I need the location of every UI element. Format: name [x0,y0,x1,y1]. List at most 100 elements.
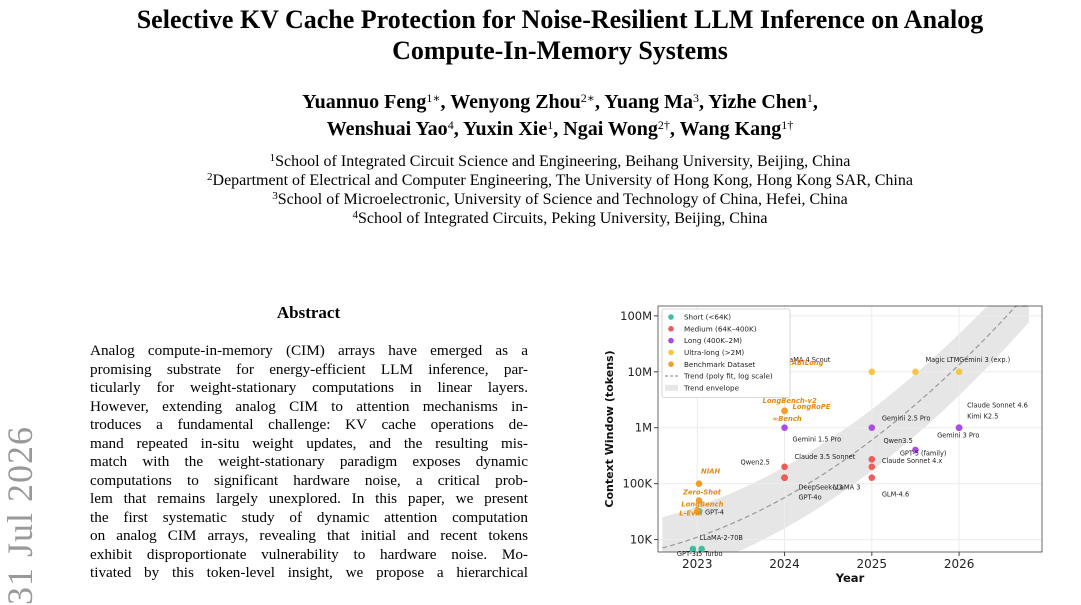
benchmark-label: Zero-Shot [682,488,722,496]
abstract-line: computations to significant hardware noi… [90,471,528,489]
legend-swatch [665,384,678,391]
benchmark-point [781,407,788,415]
author-mark: 4 [447,118,454,132]
abstract-line: the first systematic study of dynamic at… [90,508,528,526]
author-name: Wenyong Zhou [450,91,581,113]
abstract-line: on analog CIM arrays, revealing that ini… [90,527,528,544]
affiliation: 1School of Integrated Circuit Science an… [269,152,851,170]
y-tick-label: 100M [620,309,652,323]
benchmark-label: LongBench-v2 [763,397,817,405]
x-tick-label: 2024 [769,557,800,571]
model-label: Magic LTM [925,356,959,364]
author-line: Yuannuo Feng1∗, Wenyong Zhou2∗, Yuang Ma… [302,91,818,113]
model-label: GPT-4o [799,494,822,502]
model-label: GPT-5 (family) [900,449,947,457]
benchmark-label: NIAH [701,468,720,476]
x-tick-label: 2025 [857,557,888,571]
model-point [955,424,963,432]
author-mark: 1 [806,91,813,105]
model-label: DeepSeek-V3 [799,484,843,492]
benchmark-label: ∞Bench [773,415,802,423]
model-point [912,368,919,376]
model-point [868,424,876,432]
trend-envelope [662,306,1029,552]
legend-swatch [668,337,674,344]
context-window-chart: 2023 2024 2025 2026 10K 100K 1M 10M 100M Year Cont… [603,305,1043,585]
y-tick-label: 10M [627,365,652,379]
abstract-line: Analog compute-in-memory (CIM) arrays ha… [90,342,528,359]
y-axis-label: Context Window (tokens) [603,350,616,507]
model-label: GPT-3.5 Turbo [677,550,723,558]
model-point [781,463,788,471]
benchmark-label: LongBench [681,500,723,508]
model-point [781,474,788,481]
author-mark: 2† [657,118,670,132]
model-label: Claude Sonnet 4.x [882,457,943,465]
model-point [955,368,963,376]
legend-label: Long (400K–2M) [684,336,742,345]
benchmark-label: LongRoPE [793,403,831,411]
abstract-line: lem that remains largely unexplored. In … [90,490,528,507]
author-list: Yuannuo Feng1∗, Wenyong Zhou2∗, Yuang Ma… [60,89,1060,143]
model-label: Gemini 3 Pro [937,432,979,440]
paper-title: Selective KV Cache Protection for Noise-… [60,4,1060,66]
author-name: Yuxin Xie [462,118,548,140]
abstract-line: match with the weight-stationary paradig… [90,453,528,470]
model-point [868,456,876,463]
model-label: Gemini 2.5 Pro [882,415,931,423]
legend-box [661,308,791,398]
model-label: Gemini 1.5 Pro [793,436,842,444]
author-name: Wenshuai Yao [326,118,448,140]
legend-label: Benchmark Dataset [684,360,756,369]
benchmark-label: RABILong [787,359,824,367]
author-name: Yuang Ma [604,91,693,113]
x-axis-label: Year [835,571,865,585]
abstract-line: tivated by this token-level insight, we … [90,564,528,581]
model-label: GPT-4 [705,508,724,516]
author-name: Yuannuo Feng [302,91,427,113]
model-point [868,463,876,471]
plot-frame [657,305,1043,553]
model-point [781,424,788,432]
model-label: Claude Sonnet 4.6 [967,402,1028,410]
author-name: Yizhe Chen [708,91,807,113]
trend-line [662,305,1029,549]
x-tick-label: 2026 [944,557,975,571]
model-label: GLM-4.6 [882,491,909,499]
abstract-line: exhibit disproportionate vulnerability t… [90,545,528,563]
benchmark-label: L-Eval [679,509,703,517]
model-point [868,368,876,376]
benchmark-point [695,480,703,487]
legend-label: Short (<64K) [684,313,731,322]
legend-swatch [668,314,674,320]
title-line: Selective KV Cache Protection for Noise-… [136,5,984,34]
author-name: Ngai Wong [563,118,658,140]
legend-swatch [668,349,674,356]
model-label: Qwen3.5 [883,437,912,445]
model-label: Qwen2.5 [741,459,770,467]
author-name: Wang Kang [679,118,782,140]
model-label: Kimi K2.5 [967,413,998,421]
model-label: LLaMA-2-70B [700,534,744,542]
y-tick-label: 1M [635,421,652,435]
abstract-line: mand repeated in-situ weight updates, an… [90,434,528,452]
author-mark: 1 [547,118,554,132]
context-window-figure: 2023 2024 2025 2026 10K 100K 1M 10M 100M Year Cont… [592,298,1052,593]
legend-label: Trend (poly fit, log scale) [683,372,773,381]
model-label: Gemini 3 (exp.) [959,356,1010,364]
model-point [689,545,697,553]
arxiv-date-stamp: 31 Jul 2026 [0,425,40,605]
abstract-line: troduces a fundamental challenge: KV cac… [90,416,528,433]
author-mark: 1∗ [426,91,441,105]
y-tick-label: 100K [623,477,653,491]
abstract-line: However, extending analog CIM to attenti… [90,397,528,415]
author-mark: 3 [692,91,699,105]
abstract-heading: Abstract [276,303,341,322]
abstract-line: ticularly for weight-stationary computat… [90,379,528,396]
author-line: Wenshuai Yao4, Yuxin Xie1, Ngai Wong2†, … [326,118,794,140]
benchmark-point [695,497,703,504]
abstract-body: Analog compute-in-memory (CIM) arrays ha… [90,342,528,583]
model-label: LLaMA 4 Scout [782,356,831,364]
model-label: Claude 3.5 Sonnet [795,453,856,461]
title-line: Compute-In-Memory Systems [392,36,728,65]
